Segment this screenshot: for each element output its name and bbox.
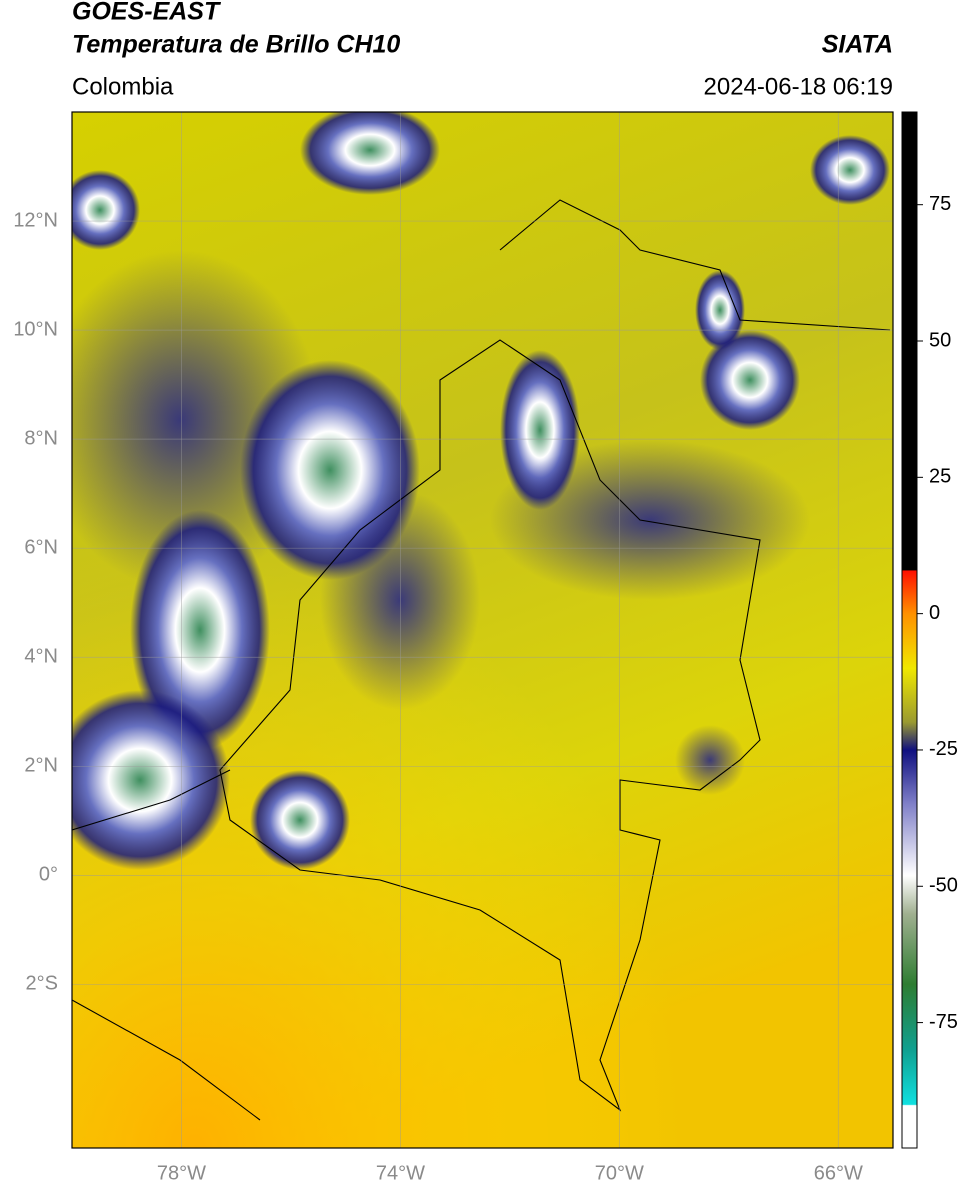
- colorbar-tick-label: 25: [929, 466, 951, 488]
- lat-label: 0°: [39, 864, 58, 886]
- lat-label: 12°N: [13, 209, 58, 231]
- lon-label: 78°W: [157, 1162, 206, 1184]
- lat-label: 10°N: [13, 318, 58, 340]
- lat-label: 6°N: [24, 536, 58, 558]
- lat-label: 2°N: [24, 755, 58, 777]
- colorbar: [901, 111, 918, 1149]
- map-frame: [71, 111, 894, 1149]
- lat-label: 2°S: [26, 973, 58, 995]
- colorbar-tick-label: 50: [929, 329, 951, 351]
- map-image: [72, 112, 893, 1148]
- lon-label: 70°W: [595, 1162, 644, 1184]
- region: Colombia: [72, 73, 174, 100]
- lon-label: 74°W: [376, 1162, 425, 1184]
- lat-label: 4°N: [24, 646, 58, 668]
- colorbar-tick-label: -50: [929, 875, 958, 897]
- title-line-1: GOES-EAST: [72, 0, 222, 26]
- title-line-2: Temperatura de Brillo CH10: [72, 31, 400, 59]
- lon-label: 66°W: [814, 1162, 863, 1184]
- agency: SIATA: [822, 31, 893, 59]
- colorbar-tick-label: 0: [929, 602, 940, 624]
- graticule: [72, 112, 893, 1148]
- timestamp: 2024-06-18 06:19: [704, 73, 894, 100]
- colorbar-tick-label: 75: [929, 193, 951, 215]
- colorbar-tick-label: -75: [929, 1011, 958, 1033]
- lat-label: 8°N: [24, 427, 58, 449]
- colorbar-tick-label: -25: [929, 738, 958, 760]
